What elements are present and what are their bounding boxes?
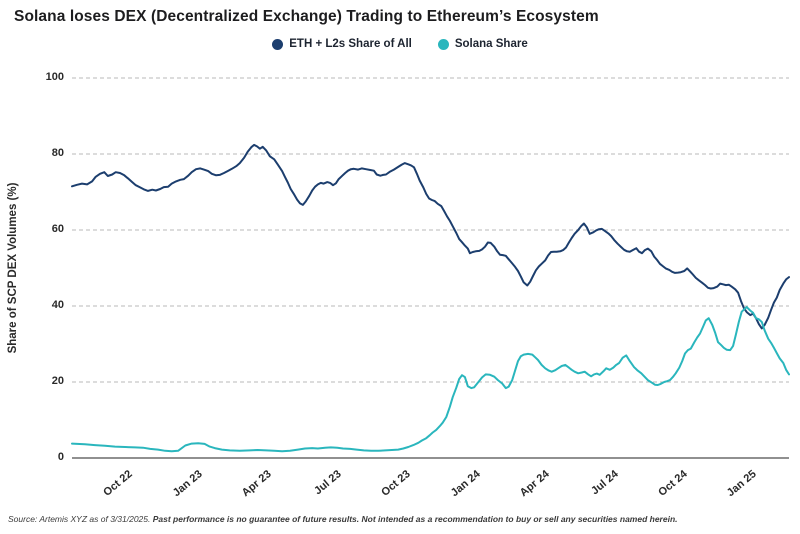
eth-l2s-share-line	[71, 143, 790, 330]
legend-item-solana: Solana Share	[437, 38, 528, 50]
solana-series-dot-icon	[437, 38, 449, 50]
source-note: Source: Artemis XYZ as of 3/31/2025. Pas…	[8, 514, 796, 524]
y-tick-label: 0	[57, 451, 64, 463]
solana-share-line	[71, 306, 790, 453]
legend-label-solana: Solana Share	[454, 38, 528, 50]
chart-legend: ETH + L2s Share of All Solana Share	[0, 38, 800, 50]
y-tick-label: 60	[51, 223, 64, 235]
y-tick-label: 80	[51, 147, 64, 159]
legend-label-eth: ETH + L2s Share of All	[289, 38, 412, 50]
eth-series-dot-icon	[272, 38, 284, 50]
source-note-disclaimer: Past performance is no guarantee of futu…	[152, 514, 678, 524]
legend-item-eth: ETH + L2s Share of All	[272, 38, 412, 50]
y-tick-label: 40	[51, 299, 64, 311]
y-tick-label: 20	[51, 375, 64, 387]
y-tick-label: 100	[45, 71, 64, 83]
page-title: Solana loses DEX (Decentralized Exchange…	[14, 8, 599, 25]
source-note-normal: Source: Artemis XYZ as of 3/31/2025.	[8, 514, 153, 524]
